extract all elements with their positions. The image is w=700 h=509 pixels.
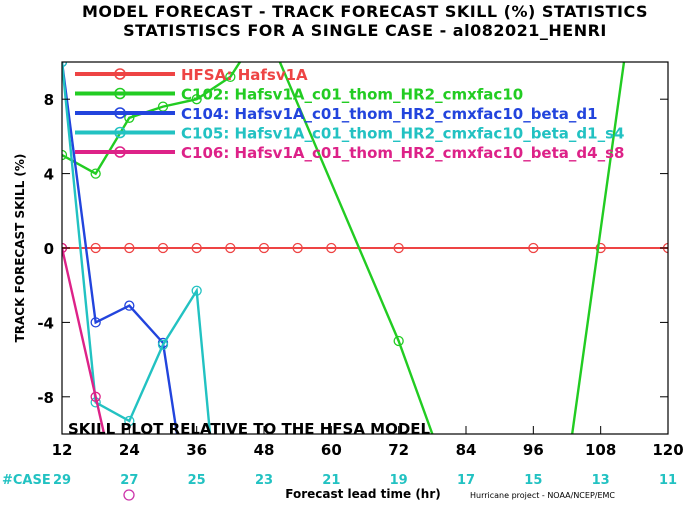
chart-title-line2: STATISTISCS FOR A SINGLE CASE - al082021… xyxy=(123,21,607,40)
case-label: #CASE xyxy=(2,473,51,488)
legend-marker-3 xyxy=(114,107,126,119)
y-tick-label: 4 xyxy=(44,166,54,184)
series-3-point-3 xyxy=(124,300,135,311)
y-tick-label: -8 xyxy=(37,389,54,407)
x-ticks: 12 24 36 48 60 72 84 96 108 120 xyxy=(52,426,684,459)
legend-marker-1 xyxy=(114,68,126,80)
y-tick-label: 8 xyxy=(44,91,54,109)
series-4-point-4 xyxy=(157,339,169,350)
x-tick-label: 24 xyxy=(119,441,140,459)
credit: Hurricane project - NOAA/NCEP/EMC xyxy=(470,491,615,500)
case-count: 23 xyxy=(255,473,273,488)
case-count: 29 xyxy=(53,473,71,488)
x-tick-label: 12 xyxy=(52,441,73,459)
series-2-point-8 xyxy=(393,335,404,347)
series-1-point-5 xyxy=(191,242,202,254)
legend: HFSA: Hafsv1A C102: Hafsv1A_c01_thom_HR2_… xyxy=(75,66,624,162)
case-count: 21 xyxy=(322,473,340,488)
series-1-point-10 xyxy=(393,242,404,254)
series-1-point-3 xyxy=(124,242,135,254)
series-1-point-2 xyxy=(90,242,101,254)
case-count: 17 xyxy=(457,473,475,488)
x-tick-label: 84 xyxy=(456,441,477,459)
series-line-4 xyxy=(62,62,212,434)
series-line-5 xyxy=(62,247,106,434)
skill-note: SKILL PLOT RELATIVE TO THE HFSA MODEL xyxy=(68,420,431,438)
legend-label-4: C105: Hafsv1A_c01_thom_HR2_cmxfac10_beta… xyxy=(181,125,624,143)
y-ticks: 8 4 0 -4 -8 xyxy=(37,91,668,407)
x-axis-label: Forecast lead time (hr) xyxy=(285,487,441,501)
series-4-point-5 xyxy=(191,285,202,296)
series-2-point-2 xyxy=(90,168,101,179)
series-3-point-2 xyxy=(90,317,101,328)
series-1-point-8 xyxy=(292,242,303,254)
x-tick-label: 36 xyxy=(186,441,207,459)
legend-label-1: HFSA: Hafsv1A xyxy=(181,66,308,84)
series-1-point-12 xyxy=(595,242,606,254)
legend-label-3: C104: Hafsv1A_c01_thom_HR2_cmxfac10_beta… xyxy=(181,105,598,123)
series-2-point-1 xyxy=(62,149,68,161)
x-tick-label: 48 xyxy=(254,441,275,459)
series-5-point-2 xyxy=(90,391,101,402)
case-count: 25 xyxy=(188,473,206,488)
case-marker xyxy=(123,489,135,501)
legend-label-5: C106: Hafsv1A_c01_thom_HR2_cmxfac10_beta… xyxy=(181,144,624,162)
legend-marker-4 xyxy=(114,126,126,139)
case-count: 11 xyxy=(659,473,677,488)
case-counts: 29 27 25 23 21 19 17 15 13 11 xyxy=(53,473,677,488)
x-tick-label: 72 xyxy=(388,441,409,459)
x-tick-label: 108 xyxy=(585,441,616,459)
series-line-3 xyxy=(62,62,179,434)
series-1-point-11 xyxy=(528,242,539,254)
case-count: 15 xyxy=(524,473,542,488)
series-1-point-4 xyxy=(157,242,169,254)
series-1-point-9 xyxy=(326,242,337,254)
x-tick-label: 60 xyxy=(321,441,342,459)
legend-marker-2 xyxy=(114,87,126,100)
y-axis-label: TRACK FORECAST SKILL (%) xyxy=(13,154,27,343)
chart-title-line1: MODEL FORECAST - TRACK FORECAST SKILL (%… xyxy=(82,2,648,21)
case-count: 27 xyxy=(120,473,138,488)
y-tick-label: 0 xyxy=(44,240,54,258)
legend-marker-5 xyxy=(114,146,126,158)
legend-label-2: C102: Hafsv1A_c01_thom_HR2_cmxfac10 xyxy=(181,86,523,104)
x-tick-label: 96 xyxy=(523,441,544,459)
series-2-point-5 xyxy=(191,94,202,105)
case-count: 19 xyxy=(390,473,408,488)
series-1-point-7 xyxy=(258,242,270,254)
series-4-point-3 xyxy=(124,415,135,427)
case-count: 13 xyxy=(592,473,610,488)
series-1-point-6 xyxy=(225,242,236,254)
x-tick-label: 120 xyxy=(652,441,683,459)
series-2-point-6 xyxy=(225,71,236,83)
y-tick-label: -4 xyxy=(37,314,54,332)
